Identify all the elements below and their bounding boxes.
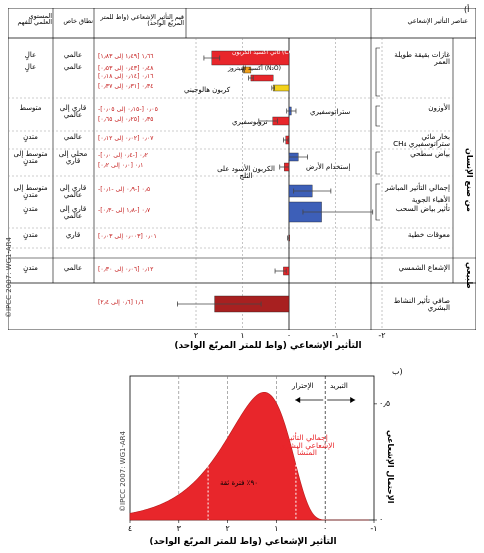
forcing-value: ٠٫١٦ [٠٫١٤ إلى ٠٫١٨] xyxy=(98,73,154,80)
understanding-level: متدنٍ xyxy=(23,133,38,141)
header-understanding: المستوى العلمي للفهم xyxy=(17,12,52,27)
component-label: غازات بقيقة طويلة العمر xyxy=(394,50,450,67)
warming-arrowhead xyxy=(295,397,301,403)
forcing-value: ٠٫٤٨ [٠٫٤٣ إلى ٠٫٥٣] xyxy=(98,65,154,72)
component-label: الإشعاع الشمسي xyxy=(398,263,450,272)
y-axis-label-b: الإحتمال الإشعاعي xyxy=(386,430,395,504)
header-scale: نطاق خاص xyxy=(63,17,93,25)
y-tick-label: ٠٫٥ xyxy=(379,398,391,408)
forcing-value: ٠٫٣٥ [٠٫٢٥ إلى ٠٫٦٥] xyxy=(98,116,154,123)
warming-label: الإحترار xyxy=(292,382,314,390)
x-tick-label: -١ xyxy=(331,331,340,340)
forcing-value: -٠٫٠٥ [-٠٫١٥ إلى ٠٫٠٥] xyxy=(98,106,158,113)
group-bracket xyxy=(375,47,380,97)
forcing-value: ١٫٦ [٠٫٦ إلى ٢٫٤] xyxy=(98,299,144,306)
panel-a-label: (أ xyxy=(464,5,470,14)
understanding-level: متدنٍ xyxy=(23,264,38,272)
x-tick-label: ١ xyxy=(274,524,279,533)
component-label: الأوزون xyxy=(428,103,450,112)
forcing-bar xyxy=(250,74,274,82)
group-bracket xyxy=(375,183,380,221)
forcing-value: ٠٫٠١ [٠٫٠٠٣ إلى ٠٫٠٣] xyxy=(98,233,157,240)
forcing-value: ١٫٦٦ [١٫٤٩ إلى ١٫٨٣] xyxy=(98,53,154,60)
component-label: بياض سطحي xyxy=(410,149,450,158)
x-tick-label: ١ xyxy=(240,331,245,340)
x-tick-label: -١ xyxy=(370,524,378,533)
copyright-b: ©IPCC 2007: WG1-AR4 xyxy=(119,431,127,512)
bar-label-n2o: أكسيد النيتروز (N₂O) xyxy=(228,65,281,72)
cooling-arrowhead xyxy=(350,397,356,403)
side-label-natural: طبيعي xyxy=(465,262,474,289)
spatial-scale: عالمي xyxy=(63,264,83,272)
probability-distribution xyxy=(129,391,370,521)
component-label: معوقات خطية xyxy=(407,230,450,239)
x-tick-label: -٢ xyxy=(378,331,386,340)
y-tick-label: ٠ xyxy=(379,515,384,524)
x-tick-label: ٣ xyxy=(176,524,181,533)
cooling-label: التبريد xyxy=(330,382,348,390)
bar-label-ch4: ميثان (CH₄) xyxy=(214,76,245,83)
spatial-scale: قاري إلى عالمي xyxy=(59,205,87,220)
component-label: تأثير بياض السحب xyxy=(395,204,450,213)
x-tick-label: ٤ xyxy=(127,524,133,533)
x-axis-label-a: التأثير الإشعاعي (واط للمتر المربّع الوا… xyxy=(174,341,362,351)
x-tick-label: ٠ xyxy=(323,524,328,533)
panel-b-svg xyxy=(129,375,377,523)
spatial-scale: عالمي xyxy=(63,51,83,59)
bar-label-land-use: إستخدام الأرض xyxy=(306,163,351,171)
copyright-a: ©IPCC 2007: WG1-AR4 xyxy=(5,237,13,318)
forcing-value: -٠٫٢ [-٠٫٤ إلى ٠٫٠] xyxy=(98,152,148,159)
aerosols-group-label: الأهباء الجوية xyxy=(411,195,450,204)
forcing-value: ٠٫٣٤ [٠٫٣١ إلى ٠٫٣٧] xyxy=(98,83,154,90)
forcing-value: ٠٫١٢ [٠٫٠٦ إلى ٠٫٣٠] xyxy=(98,266,154,273)
understanding-level: متوسط xyxy=(19,104,42,112)
header-components: عناصر التأثير الإشعاعي xyxy=(407,17,468,25)
component-label: صافي تأثير النشاط البشري xyxy=(393,296,450,313)
understanding-level: متوسط إلى متدنٍ xyxy=(13,184,48,199)
understanding-level: متوسط إلى متدنٍ xyxy=(13,150,48,165)
x-tick-label: ٢ xyxy=(225,524,230,533)
header-values: قيم التأثير الإشعاعي (واط للمتر المربّع … xyxy=(100,13,184,28)
spatial-scale: قاري إلى عالمي xyxy=(59,184,87,199)
interval-label: ٩٠٪ فترة ثقة xyxy=(220,479,258,487)
understanding-level: متدنٍ xyxy=(23,205,38,213)
forcing-value: -٠٫٧ [-١٫٨ إلى -٠٫٣] xyxy=(98,207,151,214)
side-label-human: من صنع الإنسان xyxy=(465,148,474,212)
understanding-level: عالٍ xyxy=(24,63,37,71)
x-tick-label: ٢ xyxy=(193,331,199,340)
panel-a: عناصر التأثير الإشعاعي قيم التأثير الإشع… xyxy=(5,5,476,351)
pdf-title: إجمالي التأثير الإشعاعي البشري المنشأ xyxy=(279,433,335,457)
forcing-value: ٠٫١ [٠٫٠ إلى ٠٫٢] xyxy=(98,162,144,169)
understanding-level: متدنٍ xyxy=(23,231,38,239)
group-bracket xyxy=(375,151,380,175)
component-label: بخار مائي ستراتوسفيري CH₄ xyxy=(393,132,450,149)
understanding-level: عالٍ xyxy=(24,51,37,59)
spatial-scale: قاري xyxy=(65,231,81,239)
x-axis-label-b: التأثير الإشعاعي (واط للمتر المربّع الوا… xyxy=(149,537,337,547)
spatial-scale: محلي إلى قاري xyxy=(58,150,88,165)
group-bracket xyxy=(375,105,380,127)
panel-b-label: ب) xyxy=(392,367,403,376)
panel-a-svg xyxy=(8,8,476,330)
spatial-scale: عالمي xyxy=(63,63,83,71)
component-label: إجمالي التأثير المباشر xyxy=(385,183,450,192)
forcing-value: ٠٫٠٧ [٠٫٠٢ إلى ٠٫١٢] xyxy=(98,135,154,142)
bar-label-strat-o3: ستراتوسفيري xyxy=(310,108,351,116)
x-tick-label: ٠ xyxy=(286,331,292,340)
bar-label-trop-o3: تروبوسفيري xyxy=(232,118,268,126)
bar-label-halocarbons: كربون هالوجيني xyxy=(184,86,231,94)
spatial-scale: عالمي xyxy=(63,133,83,141)
spatial-scale: قاري إلى عالمي xyxy=(59,104,87,119)
forcing-value: -٠٫٥ [-٠٫٩ إلى -٠٫١] xyxy=(98,186,151,193)
panel-b: ب) ©IPCC 2007: WG1-AR4 إجمالي التأثير ال… xyxy=(8,362,484,553)
bar-label-black-carbon: الكربون الأسود على الثلج xyxy=(217,165,275,180)
bar-label-co2: ثاني أكسيد الكربون (CO₂) xyxy=(232,49,299,56)
forcing-bar xyxy=(272,84,290,92)
